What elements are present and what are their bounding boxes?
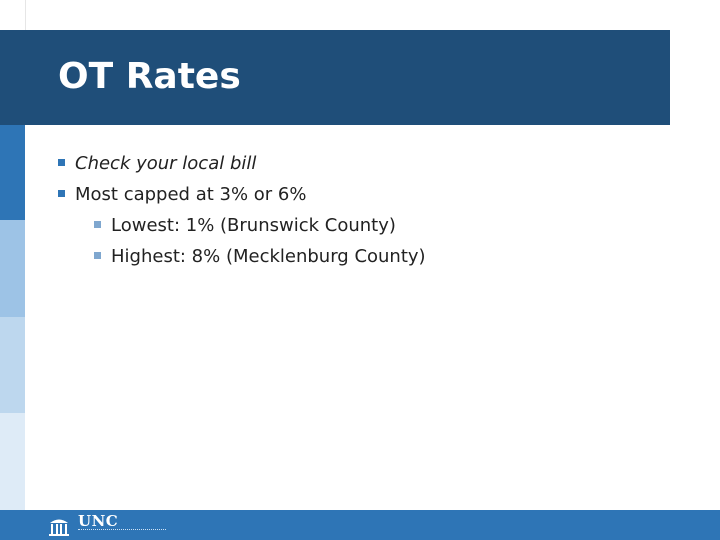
old-well-icon xyxy=(49,519,69,536)
left-accent-bar-segment xyxy=(0,317,25,413)
bullet-text: Check your local bill xyxy=(75,153,257,174)
title-bar: OT Rates xyxy=(25,30,670,125)
left-accent-bar-segment xyxy=(0,220,25,317)
slide-content: Check your local bill Most capped at 3% … xyxy=(58,148,678,272)
sub-bullet-item: Lowest: 1% (Brunswick County) xyxy=(94,210,678,241)
sub-bullet-text: Lowest: 1% (Brunswick County) xyxy=(111,215,396,236)
bullet-item: Most capped at 3% or 6% xyxy=(58,179,678,210)
logo-subtitle-decoration xyxy=(78,529,166,534)
unc-logo-text: UNC xyxy=(78,512,119,530)
square-bullet-icon xyxy=(94,252,101,259)
slide-title: OT Rates xyxy=(58,56,241,97)
left-accent-bar-top xyxy=(0,0,26,30)
bullet-text: Most capped at 3% or 6% xyxy=(75,184,307,205)
sub-bullet-text: Highest: 8% (Mecklenburg County) xyxy=(111,246,426,267)
left-accent-bar-segment xyxy=(0,413,25,510)
bullet-item: Check your local bill xyxy=(58,148,678,179)
left-accent-bar-segment xyxy=(0,30,25,125)
square-bullet-icon xyxy=(58,190,65,197)
footer-bar: UNC xyxy=(0,510,720,540)
square-bullet-icon xyxy=(94,221,101,228)
left-accent-bar-segment xyxy=(0,125,25,220)
square-bullet-icon xyxy=(58,159,65,166)
sub-bullet-item: Highest: 8% (Mecklenburg County) xyxy=(94,241,678,272)
